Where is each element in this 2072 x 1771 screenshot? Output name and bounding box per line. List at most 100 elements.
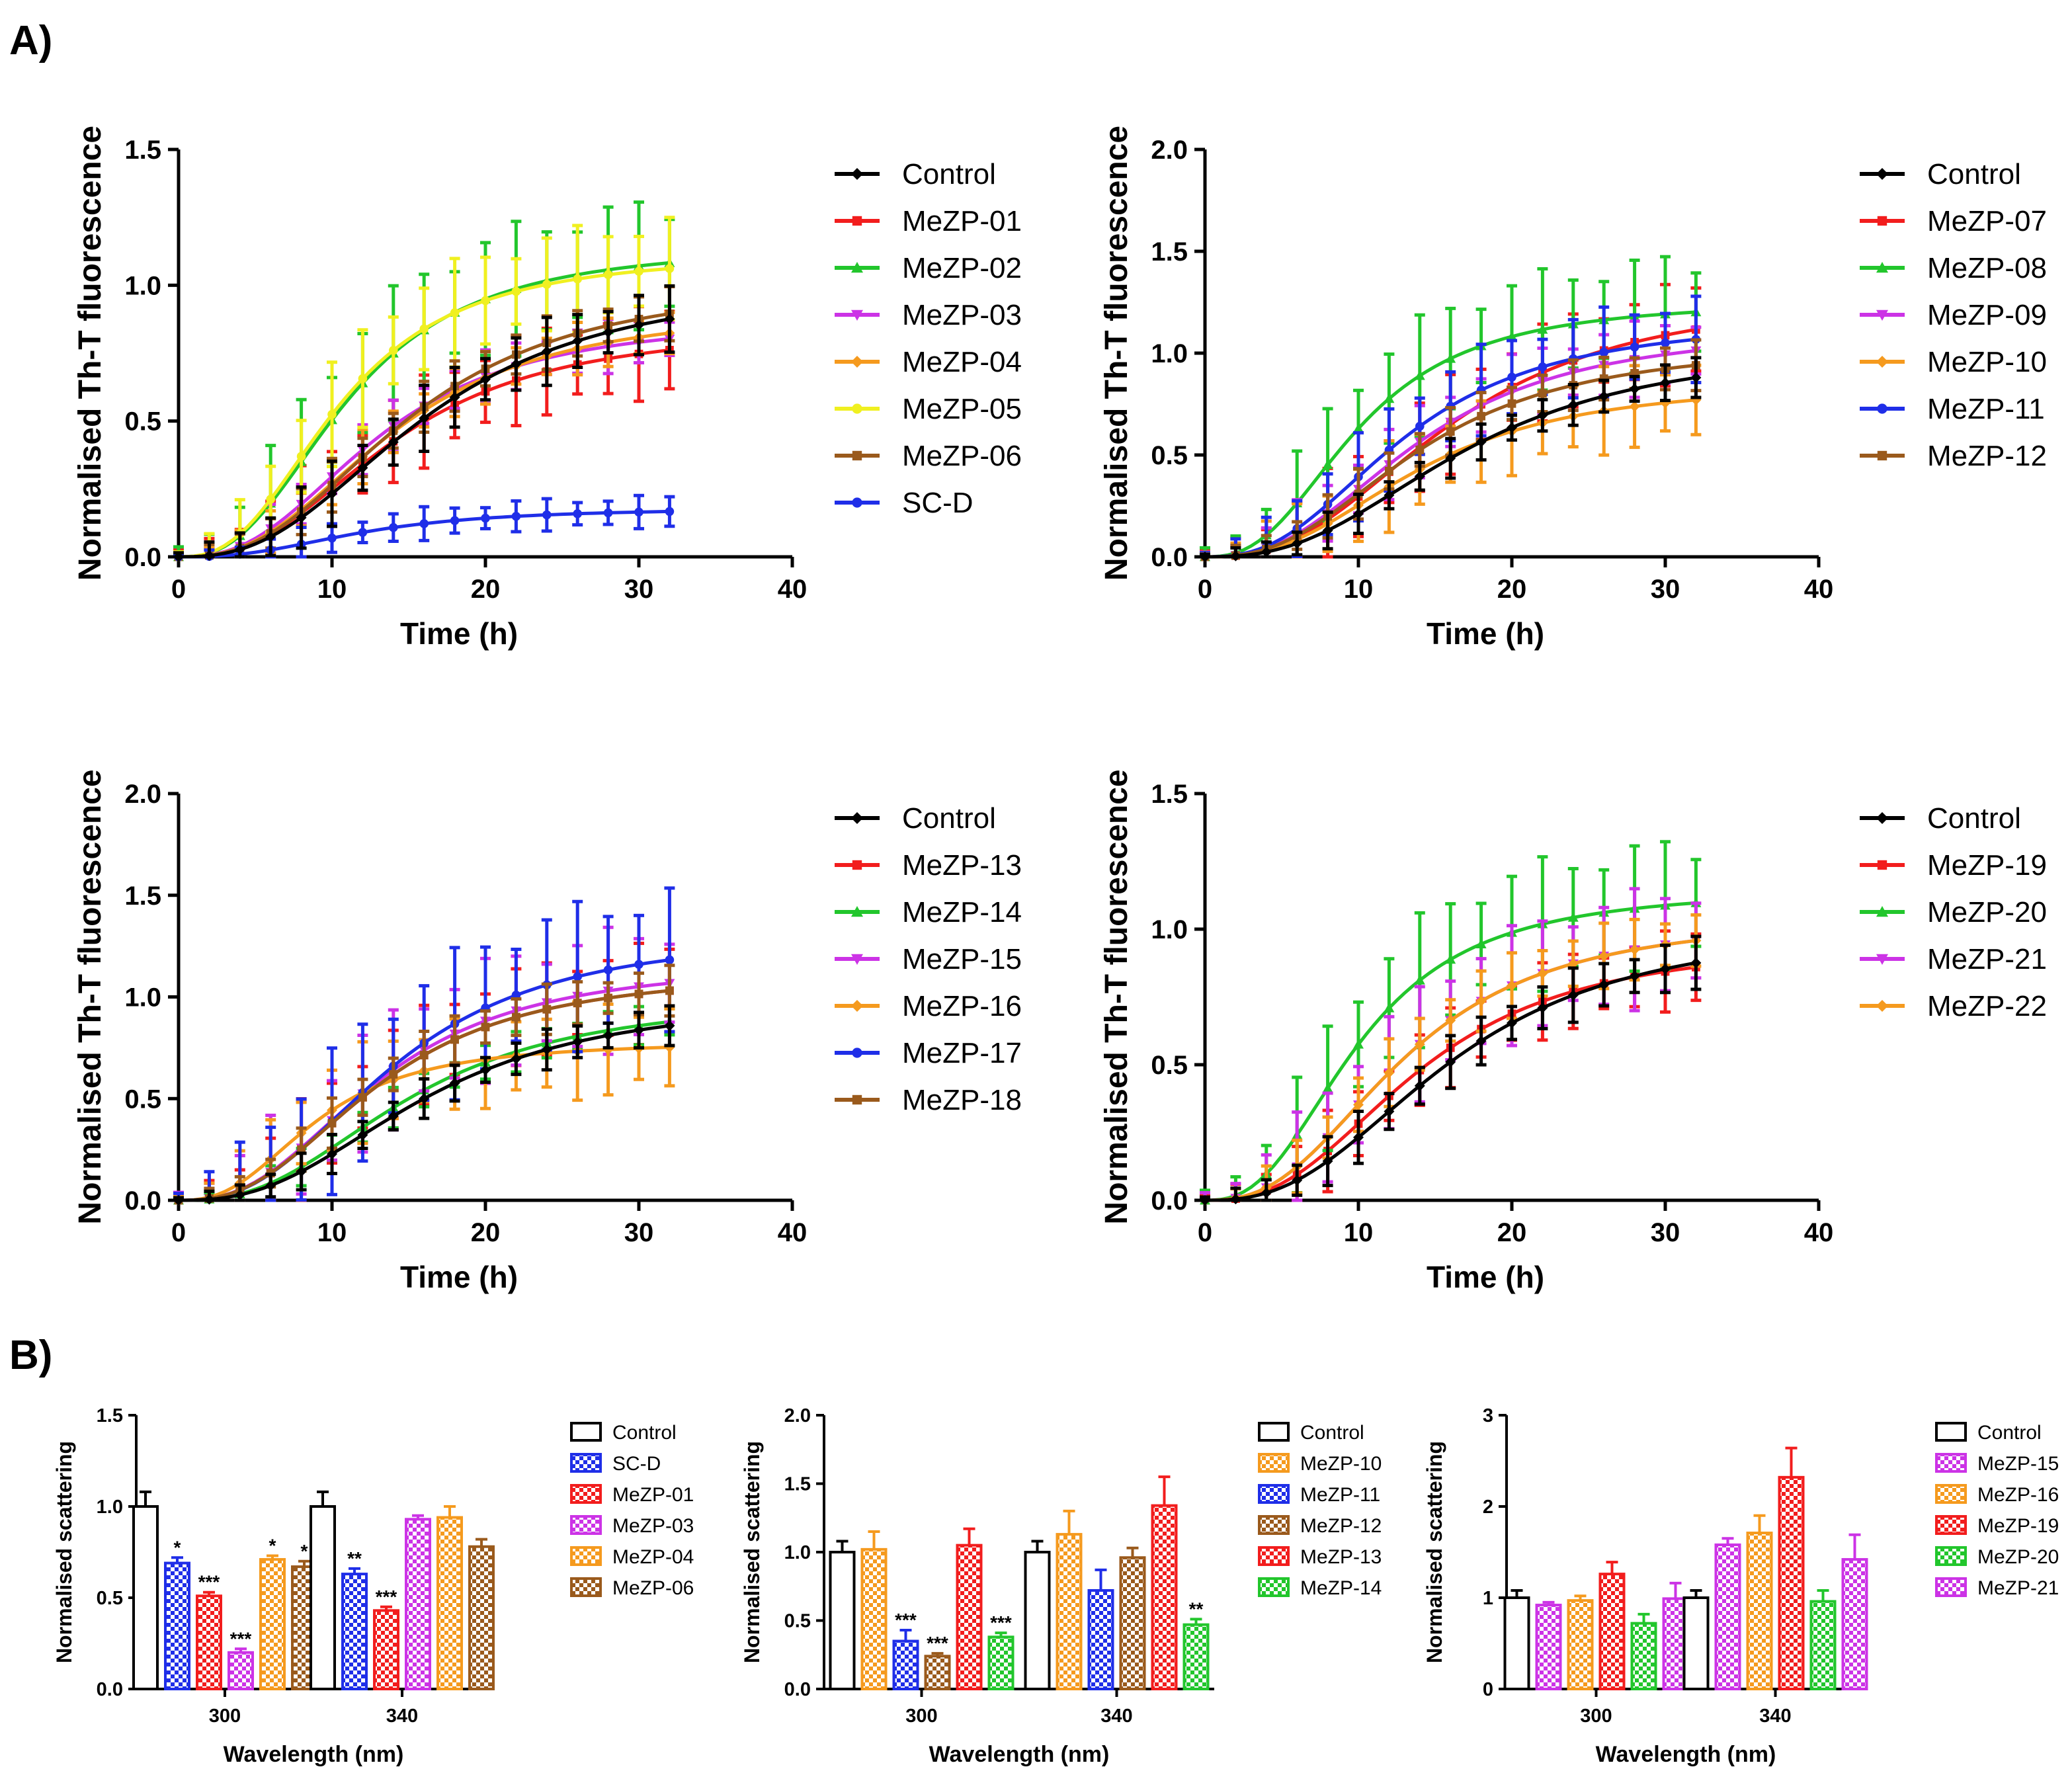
legend-swatch-pattern [1261,1580,1287,1594]
legend-label: MeZP-08 [1927,252,2047,284]
data-point [1599,347,1608,357]
data-point [1690,372,1702,383]
legend-label: Control [612,1422,677,1444]
y-tick-label: 0.5 [97,1588,123,1609]
legend-item: MeZP-04 [835,346,1022,378]
legend-marker [851,262,863,273]
legend-label: Control [902,802,996,835]
data-point [572,1036,583,1048]
legend-item: SC-D [570,1453,661,1475]
data-point [542,280,552,289]
significance-label: *** [230,1628,252,1649]
data-point [265,531,276,542]
data-point [1630,342,1639,352]
series-control [173,284,675,562]
legend-item: MeZP-13 [1258,1546,1382,1568]
legend-item: MeZP-12 [1860,440,2047,472]
data-point [1598,979,1610,991]
data-point [573,971,582,981]
x-axis-label: Time (h) [1427,616,1544,651]
bar-pattern [1569,1602,1591,1688]
y-tick-label: 1.0 [784,1542,811,1563]
legend-marker [1876,954,1888,965]
legend-swatch-pattern [1261,1518,1287,1532]
x-tick-label: 40 [1804,1218,1834,1247]
data-point [327,533,337,543]
legend-item: MeZP-10 [1258,1453,1382,1475]
legend-label: MeZP-15 [1977,1453,2059,1475]
legend-label: MeZP-12 [1927,440,2047,472]
significance-label: * [174,1537,181,1557]
bar-pattern [958,1546,980,1688]
data-point [1690,958,1702,969]
data-point [389,1070,398,1079]
chart-a3: 0 10 20 30 40 0.0 0.5 1.0 1.5 2.0 Time (h) Normalis… [73,769,1022,1294]
x-tick-label: 10 [1344,575,1374,604]
x-tick-label: 20 [1497,1218,1527,1247]
legend-label: MeZP-15 [902,943,1022,975]
legend-item: MeZP-19 [1860,849,2047,882]
data-point [296,1166,307,1177]
data-point [1261,546,1272,557]
data-point [1507,1017,1517,1028]
data-point [419,519,429,528]
y-tick-label: 0.0 [784,1679,811,1700]
data-point [541,346,552,357]
x-tick-label: 340 [386,1706,418,1727]
data-point [665,507,675,516]
legend-marker [852,497,862,508]
bar-pattern [863,1550,885,1688]
data-point [265,1180,276,1191]
series-control [173,1004,675,1206]
bar-pattern [230,1653,251,1688]
legend-label: MeZP-05 [902,393,1022,425]
legend-item: MeZP-16 [835,990,1022,1022]
data-point [634,960,643,969]
data-point [1446,427,1455,436]
data-point [327,1149,337,1160]
legend-marker [851,309,863,321]
legend-label: MeZP-04 [902,346,1022,378]
data-point [1322,525,1333,536]
y-tick-label: 1.0 [1151,915,1188,944]
legend-swatch-pattern [573,1518,599,1532]
data-point [1567,989,1579,1001]
panel-label-b: B) [9,1333,52,1378]
legend-marker [851,954,863,965]
data-point [481,1022,490,1032]
x-axis-label: Wavelength (nm) [1596,1742,1776,1767]
legend-marker [1877,860,1887,870]
legend-item: MeZP-01 [570,1484,694,1506]
legend-item: MeZP-21 [1935,1577,2059,1599]
data-point [512,1012,520,1022]
legend-label: MeZP-10 [1300,1453,1382,1475]
legend-item: Control [1935,1422,2042,1444]
data-point [603,508,613,518]
x-tick-label: 300 [209,1706,241,1727]
legend-item: MeZP-19 [1935,1515,2059,1537]
legend-swatch-pattern [573,1487,599,1501]
bar-pattern [376,1612,397,1688]
y-tick-label: 0.5 [1151,441,1188,470]
legend-label: MeZP-21 [1977,1577,2059,1599]
legend-item: MeZP-02 [835,252,1022,284]
legend-marker [852,450,862,461]
data-point [1353,1039,1364,1049]
legend-label: MeZP-11 [1927,393,2045,425]
legend-item: MeZP-17 [835,1037,1022,1069]
data-point [357,1130,368,1141]
data-point [664,1020,675,1032]
data-point [634,989,643,999]
legend-item: MeZP-04 [570,1546,694,1568]
legend-label: Control [1300,1422,1364,1444]
legend-swatch-pattern [573,1549,599,1563]
x-axis-label: Wavelength (nm) [224,1742,404,1767]
x-tick-label: 20 [1497,575,1527,604]
data-point [450,1035,459,1044]
legend-marker [852,860,862,870]
data-point [481,296,490,306]
data-point [1475,995,1487,1007]
data-point [1660,377,1671,388]
data-point [1445,453,1456,464]
bar-pattern [439,1518,460,1688]
